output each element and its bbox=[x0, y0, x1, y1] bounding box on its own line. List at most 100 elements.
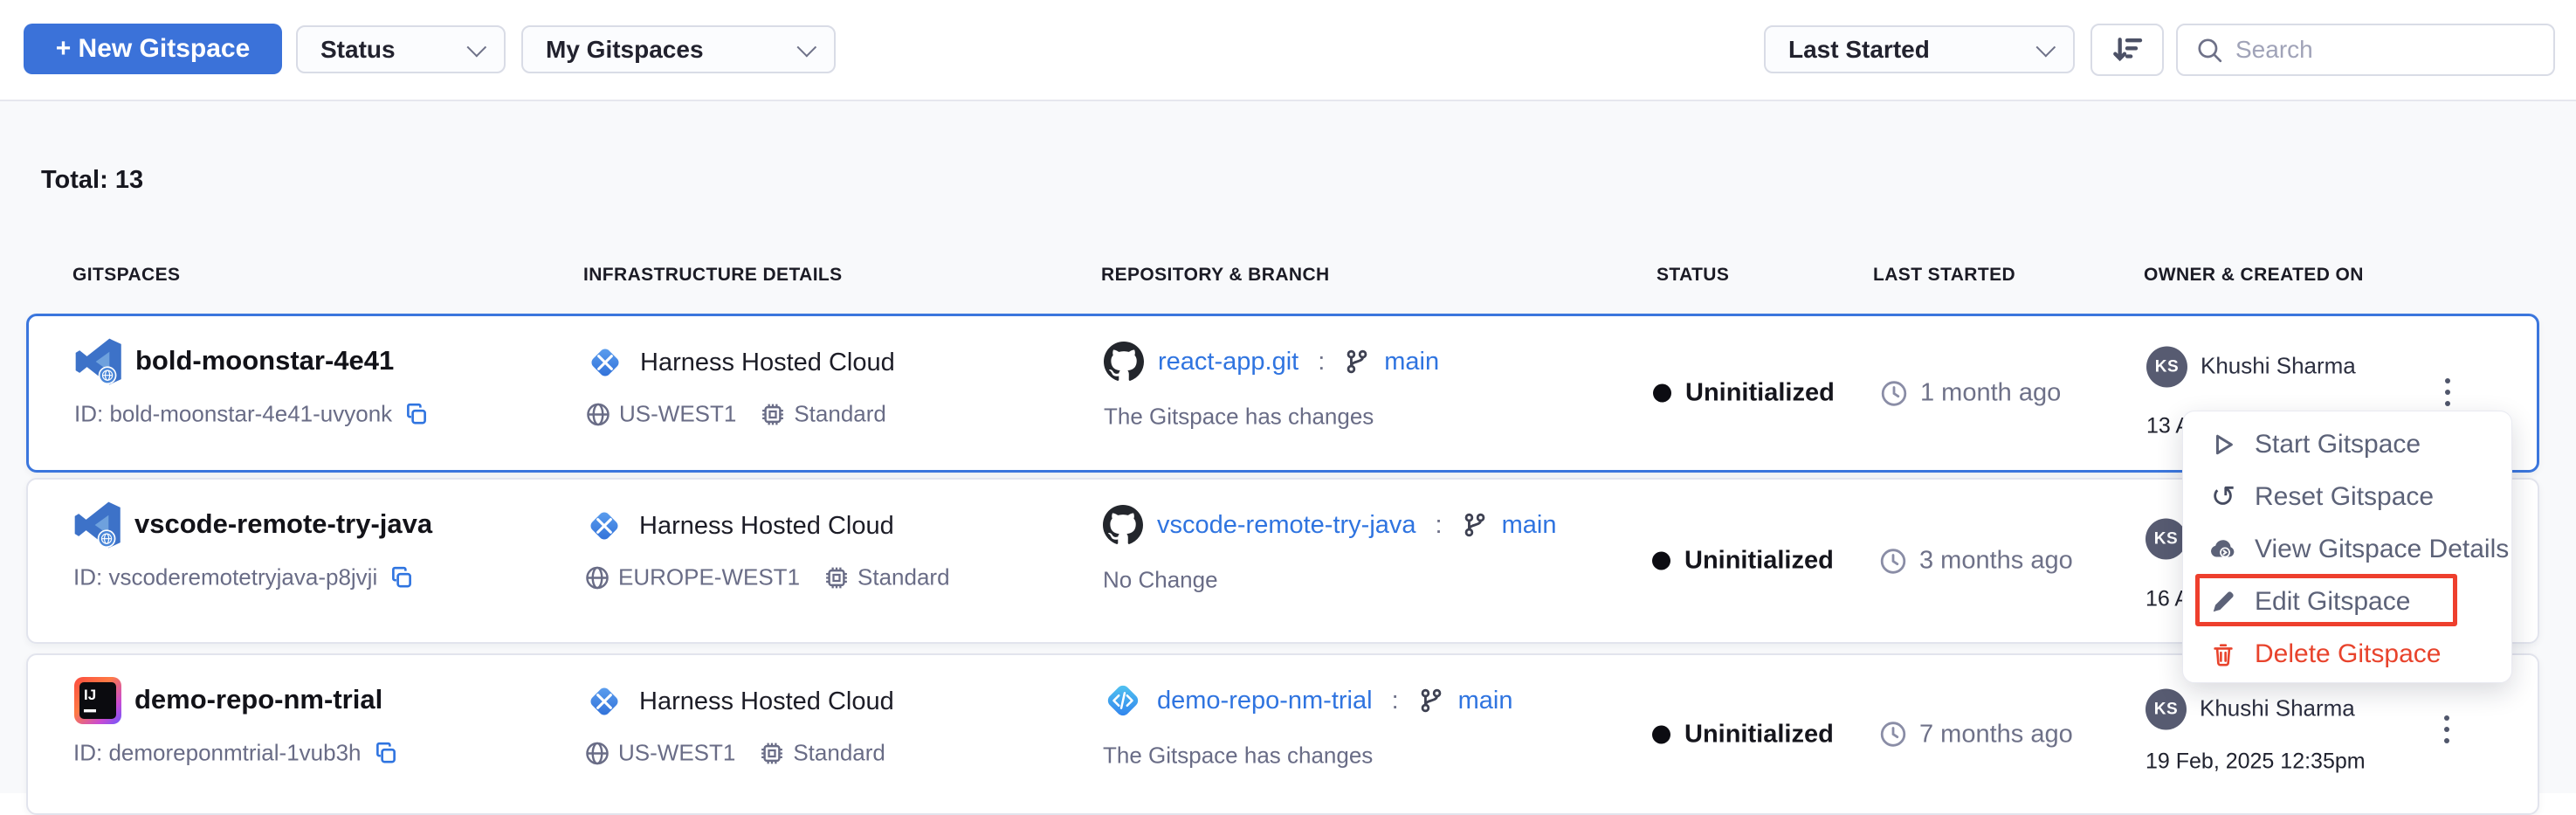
change-status: The Gitspace has changes bbox=[1104, 403, 1374, 430]
column-header-gitspaces: GITSPACES bbox=[72, 265, 181, 285]
search-icon bbox=[2198, 38, 2222, 63]
harness-cloud-icon bbox=[590, 687, 618, 715]
branch-link[interactable]: main bbox=[1457, 686, 1513, 715]
row-actions-menu-button[interactable] bbox=[2428, 707, 2466, 752]
repo-and-branch: react-app.git : main bbox=[1104, 342, 1439, 382]
infra-provider: Harness Hosted Cloud bbox=[585, 507, 894, 545]
repo-branch-separator: : bbox=[1391, 686, 1399, 715]
github-icon bbox=[1103, 505, 1143, 544]
menu-item-label: Start Gitspace bbox=[2255, 430, 2421, 459]
repo-branch-separator: : bbox=[1435, 510, 1443, 539]
gitspace-name[interactable]: vscode-remote-try-java bbox=[134, 508, 433, 539]
owner-avatar: KS bbox=[2146, 518, 2187, 560]
gitspace-name[interactable]: bold-moonstar-4e41 bbox=[135, 345, 395, 376]
owner-name: Khushi Sharma bbox=[2200, 694, 2355, 722]
menu-item-delete-gitspace[interactable]: Delete Gitspace bbox=[2183, 628, 2511, 680]
table-row[interactable]: bold-moonstar-4e41 ID: bold-moonstar-4e4… bbox=[26, 314, 2539, 473]
vscode-ide-icon bbox=[75, 338, 121, 385]
menu-item-reset-gitspace[interactable]: ↺ Reset Gitspace bbox=[2183, 471, 2511, 523]
table-row[interactable]: IJ demo-repo-nm-trial ID: demoreponmtria… bbox=[26, 653, 2539, 815]
sort-by-label: Last Started bbox=[1788, 35, 1930, 63]
chevron-down-icon bbox=[796, 37, 817, 57]
repo-link[interactable]: vscode-remote-try-java bbox=[1157, 510, 1416, 539]
infra-details: US-WEST1 Standard bbox=[585, 740, 885, 767]
gitspace-id: ID: bold-moonstar-4e41-uvyonk bbox=[74, 401, 429, 428]
repo-link[interactable]: react-app.git bbox=[1158, 347, 1299, 376]
infra-provider-label: Harness Hosted Cloud bbox=[639, 687, 894, 715]
last-started-label: 3 months ago bbox=[1919, 546, 2073, 575]
gitspace-id-label: ID: vscoderemotetryjava-p8jvji bbox=[73, 563, 378, 591]
menu-item-label: Reset Gitspace bbox=[2255, 482, 2435, 511]
gitspace-id: ID: vscoderemotetryjava-p8jvji bbox=[73, 564, 414, 591]
created-on: 16 A bbox=[2146, 586, 2190, 611]
status-dot-icon bbox=[1652, 551, 1670, 570]
harness-cloud-icon bbox=[590, 512, 618, 540]
machine-chip-icon bbox=[824, 565, 849, 590]
copy-icon[interactable] bbox=[404, 402, 429, 426]
gitspace-id: ID: demoreponmtrial-1vub3h bbox=[73, 740, 398, 767]
status-dot-icon bbox=[1653, 383, 1671, 403]
intellij-ide-icon: IJ bbox=[74, 677, 121, 724]
repo-link[interactable]: demo-repo-nm-trial bbox=[1157, 686, 1373, 715]
menu-item-label: Delete Gitspace bbox=[2255, 639, 2442, 668]
sort-direction-button[interactable] bbox=[2090, 24, 2164, 76]
machine-label: Standard bbox=[794, 400, 886, 427]
status-label: Uninitialized bbox=[1685, 378, 1835, 407]
gitspace-name[interactable]: demo-repo-nm-trial bbox=[134, 684, 383, 715]
machine-label: Standard bbox=[793, 739, 885, 766]
status-dot-icon bbox=[1652, 725, 1670, 743]
search-box bbox=[2176, 24, 2555, 76]
menu-item-edit-gitspace[interactable]: Edit Gitspace bbox=[2183, 576, 2511, 628]
infra-provider-label: Harness Hosted Cloud bbox=[639, 511, 894, 540]
last-started-label: 7 months ago bbox=[1919, 720, 2073, 748]
svg-text:IJ: IJ bbox=[84, 687, 96, 703]
toolbar-divider bbox=[0, 100, 2576, 101]
column-header-infrastructure: INFRASTRUCTURE DETAILS bbox=[583, 265, 843, 285]
status-cell: Uninitialized bbox=[1652, 720, 1834, 749]
menu-item-start-gitspace[interactable]: Start Gitspace bbox=[2183, 418, 2511, 471]
branch-link[interactable]: main bbox=[1384, 347, 1440, 376]
toolbar: + New Gitspace Status My Gitspaces Last … bbox=[0, 0, 2576, 100]
last-started-cell: 1 month ago bbox=[1880, 379, 2061, 408]
table-row[interactable]: vscode-remote-try-java ID: vscoderemotet… bbox=[26, 478, 2539, 644]
infra-provider: Harness Hosted Cloud bbox=[586, 343, 895, 382]
region-label: EUROPE-WEST1 bbox=[618, 563, 801, 591]
region-label: US-WEST1 bbox=[619, 400, 737, 427]
scope-filter-dropdown[interactable]: My Gitspaces bbox=[521, 25, 836, 73]
menu-item-label: Edit Gitspace bbox=[2255, 587, 2411, 616]
row-actions-menu-button[interactable] bbox=[2428, 370, 2467, 415]
repo-and-branch: demo-repo-nm-trial : main bbox=[1103, 680, 1513, 721]
status-filter-label: Status bbox=[320, 35, 396, 63]
clock-icon bbox=[1881, 380, 1907, 406]
machine-chip-icon bbox=[761, 402, 785, 426]
infra-provider: Harness Hosted Cloud bbox=[585, 682, 894, 721]
branch-link[interactable]: main bbox=[1501, 510, 1557, 539]
column-header-repository: REPOSITORY & BRANCH bbox=[1101, 265, 1330, 285]
status-label: Uninitialized bbox=[1684, 546, 1834, 575]
infra-details: US-WEST1 Standard bbox=[586, 401, 886, 428]
owner-name: Khushi Sharma bbox=[2201, 352, 2356, 379]
infra-provider-label: Harness Hosted Cloud bbox=[640, 348, 895, 376]
vscode-ide-icon bbox=[74, 501, 121, 549]
cloud-details-icon bbox=[2208, 535, 2239, 564]
chevron-down-icon bbox=[466, 37, 487, 57]
copy-icon[interactable] bbox=[389, 565, 414, 590]
chevron-down-icon bbox=[2035, 37, 2056, 57]
repo-and-branch: vscode-remote-try-java : main bbox=[1103, 505, 1556, 545]
search-input[interactable] bbox=[2235, 36, 2515, 64]
edit-pencil-icon bbox=[2208, 589, 2239, 615]
menu-item-view-gitspace-details[interactable]: View Gitspace Details bbox=[2183, 523, 2511, 576]
gitspace-id-label: ID: bold-moonstar-4e41-uvyonk bbox=[74, 400, 393, 427]
clock-icon bbox=[1880, 722, 1906, 747]
copy-icon[interactable] bbox=[374, 741, 398, 765]
git-branch-icon bbox=[1421, 688, 1441, 713]
new-gitspace-button[interactable]: + New Gitspace bbox=[24, 24, 282, 74]
harness-code-repo-icon bbox=[1107, 685, 1139, 716]
sort-by-dropdown[interactable]: Last Started bbox=[1764, 25, 2075, 73]
region-globe-icon bbox=[587, 403, 610, 425]
region-label: US-WEST1 bbox=[618, 739, 736, 766]
git-branch-icon bbox=[1464, 513, 1484, 537]
trash-icon bbox=[2208, 641, 2239, 667]
status-filter-dropdown[interactable]: Status bbox=[296, 25, 506, 73]
